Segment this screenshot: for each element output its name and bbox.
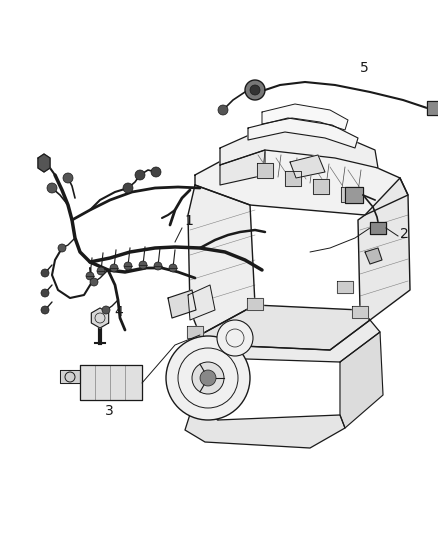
Polygon shape	[248, 118, 358, 148]
Circle shape	[166, 336, 250, 420]
Circle shape	[90, 278, 98, 286]
Text: 5: 5	[360, 61, 369, 75]
Circle shape	[192, 362, 224, 394]
Polygon shape	[337, 281, 353, 293]
Text: 2: 2	[400, 227, 409, 241]
Polygon shape	[313, 179, 329, 194]
Polygon shape	[195, 305, 370, 350]
Circle shape	[217, 320, 253, 356]
Circle shape	[154, 262, 162, 270]
Circle shape	[41, 269, 49, 277]
Circle shape	[151, 167, 161, 177]
Circle shape	[218, 105, 228, 115]
Circle shape	[110, 264, 118, 272]
Polygon shape	[38, 154, 50, 172]
Polygon shape	[220, 150, 265, 185]
Text: 4: 4	[114, 305, 123, 319]
Text: 3: 3	[105, 404, 114, 418]
Circle shape	[97, 267, 105, 275]
Text: 1: 1	[184, 214, 193, 228]
Polygon shape	[290, 155, 325, 178]
Polygon shape	[365, 248, 382, 264]
Circle shape	[250, 85, 260, 95]
Polygon shape	[427, 101, 438, 115]
Polygon shape	[358, 178, 410, 320]
Circle shape	[124, 262, 132, 270]
Polygon shape	[340, 332, 383, 428]
Polygon shape	[192, 320, 380, 362]
Polygon shape	[192, 348, 218, 420]
Polygon shape	[92, 308, 109, 328]
Polygon shape	[345, 187, 363, 203]
Polygon shape	[341, 187, 357, 202]
Circle shape	[169, 264, 177, 272]
Circle shape	[86, 272, 94, 280]
Circle shape	[63, 173, 73, 183]
Polygon shape	[168, 290, 196, 318]
Polygon shape	[247, 298, 263, 310]
Circle shape	[245, 80, 265, 100]
Polygon shape	[188, 285, 215, 320]
Circle shape	[135, 170, 145, 180]
Polygon shape	[220, 128, 378, 168]
Polygon shape	[187, 326, 203, 338]
Polygon shape	[60, 370, 80, 383]
Polygon shape	[195, 148, 408, 215]
Circle shape	[47, 183, 57, 193]
Polygon shape	[352, 306, 368, 318]
Circle shape	[200, 370, 216, 386]
Circle shape	[41, 306, 49, 314]
Polygon shape	[188, 185, 255, 335]
Polygon shape	[80, 365, 142, 400]
Circle shape	[123, 183, 133, 193]
Polygon shape	[185, 408, 345, 448]
Circle shape	[102, 306, 110, 314]
Polygon shape	[285, 171, 301, 186]
Polygon shape	[370, 222, 386, 234]
Circle shape	[58, 244, 66, 252]
Circle shape	[41, 289, 49, 297]
Circle shape	[139, 261, 147, 269]
Polygon shape	[262, 104, 348, 130]
Polygon shape	[257, 163, 273, 178]
